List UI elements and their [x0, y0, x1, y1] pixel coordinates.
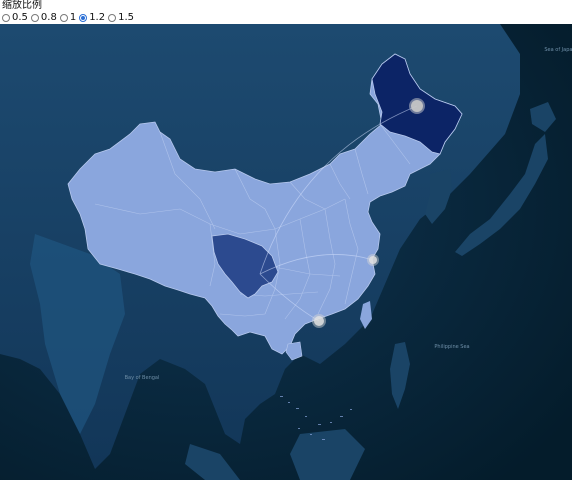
zoom-option-0-8[interactable]: 0.8 [30, 12, 57, 24]
radio-icon[interactable] [30, 14, 39, 22]
korea-landmass [425, 169, 452, 224]
zoom-option-0-5[interactable]: 0.5 [2, 12, 28, 24]
south-china-sea-islands [280, 396, 352, 440]
map-view[interactable]: Sea of Japan Philippine Sea Bay of Benga… [0, 24, 572, 480]
marker-dot [411, 100, 423, 112]
sea-of-japan-label: Sea of Japan [544, 47, 572, 53]
zoom-option-1-2[interactable]: 1.2 [79, 12, 105, 24]
map-canvas[interactable]: Sea of Japan Philippine Sea Bay of Benga… [0, 24, 572, 480]
zoom-control-panel: 缩放比例 0.5 0.8 1 1.2 1.5 [0, 0, 572, 24]
province-borders [94, 123, 411, 320]
marker-dot [369, 256, 377, 264]
zoom-option-label: 1.2 [89, 12, 106, 23]
hokkaido-landmass [530, 102, 556, 132]
india-landmass [30, 234, 125, 434]
bay-of-bengal-label: Bay of Bengal [125, 375, 160, 381]
zoom-option-1-5[interactable]: 1.5 [108, 12, 134, 24]
zoom-title: 缩放比例 [2, 0, 42, 11]
zoom-option-label: 0.8 [40, 12, 57, 23]
philippine-sea-label: Philippine Sea [434, 344, 469, 350]
province-sichuan[interactable] [211, 233, 279, 299]
zoom-option-label: 1.5 [118, 12, 134, 23]
marker-dot [314, 316, 324, 326]
zoom-radio-group: 0.5 0.8 1 1.2 1.5 [2, 12, 137, 24]
radio-icon[interactable] [79, 14, 88, 22]
radio-icon[interactable] [2, 14, 10, 22]
hainan-island[interactable] [285, 341, 303, 361]
japan-landmass [455, 134, 548, 256]
zoom-option-label: 1 [69, 12, 77, 23]
taiwan-landmass [360, 301, 372, 329]
radio-icon[interactable] [59, 14, 68, 22]
philippines-landmass [390, 342, 410, 409]
zoom-option-label: 0.5 [12, 12, 28, 23]
flow-lines [259, 105, 418, 322]
city-markers [312, 98, 425, 328]
zoom-option-1[interactable]: 1 [59, 12, 77, 24]
sumatra-landmass [185, 444, 240, 480]
borneo-landmass [290, 429, 365, 480]
radio-icon[interactable] [108, 14, 117, 22]
